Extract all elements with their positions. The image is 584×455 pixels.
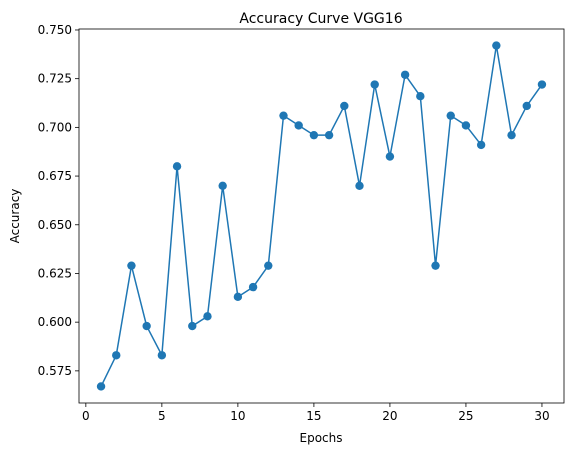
data-point [340, 101, 349, 111]
x-tick-label: 10 [230, 409, 245, 423]
x-tick-label: 20 [382, 409, 397, 423]
y-tick-label: 0.725 [38, 72, 72, 86]
data-point [446, 111, 455, 120]
data-point [294, 121, 303, 130]
data-point [355, 181, 364, 191]
data-point [400, 70, 410, 79]
data-point [157, 351, 167, 360]
data-point [203, 312, 212, 321]
data-point [172, 162, 182, 171]
x-tick-label: 5 [158, 409, 166, 423]
data-point [233, 292, 243, 302]
data-point [537, 80, 547, 89]
data-point [461, 121, 471, 130]
data-point [522, 101, 531, 111]
y-tick-label: 0.625 [38, 266, 72, 280]
y-tick-label: 0.600 [38, 315, 72, 329]
data-point [142, 321, 151, 331]
x-tick-label: 0 [82, 409, 90, 423]
data-point [188, 321, 197, 331]
data-point [112, 351, 121, 360]
data-point [218, 181, 227, 191]
data-point [476, 140, 486, 150]
data-point [127, 261, 136, 270]
x-axis-label: Epochs [300, 431, 343, 445]
axes-frame [78, 28, 565, 404]
plot-area: 0 5 10 15 20 25 30 0.575 0.600 0.625 0.650 0.675 0.7… [38, 23, 565, 423]
data-point [279, 111, 288, 120]
data-point [370, 80, 379, 89]
x-tick-label: 30 [534, 409, 549, 423]
data-point [324, 130, 334, 140]
data-point [309, 130, 319, 140]
data-point [492, 41, 501, 50]
y-tick-label: 0.650 [38, 218, 72, 232]
x-tick-label: 15 [306, 409, 321, 423]
data-point [416, 92, 425, 101]
data-point [431, 261, 440, 270]
y-tick-label: 0.700 [38, 120, 72, 134]
data-point [248, 282, 258, 292]
chart-title: Accuracy Curve VGG16 [239, 11, 402, 27]
y-tick-label: 0.575 [38, 364, 72, 378]
data-point [96, 382, 106, 391]
data-point [507, 130, 516, 140]
data-point [264, 261, 273, 270]
y-axis-label: Accuracy [8, 189, 22, 244]
y-tick-label: 0.750 [38, 23, 72, 37]
x-tick-label: 25 [458, 409, 473, 423]
data-point [385, 152, 395, 161]
y-tick-label: 0.675 [38, 169, 72, 183]
